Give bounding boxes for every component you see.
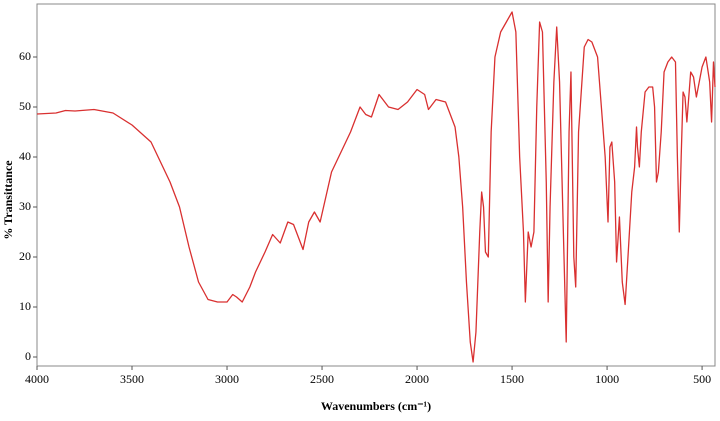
y-tick-label: 50	[19, 99, 31, 113]
spectrum-line	[36, 11, 716, 363]
x-tick-label: 500	[693, 372, 711, 386]
y-axis-title: % Transittance	[1, 160, 15, 240]
x-tick-label: 4000	[25, 372, 49, 386]
y-tick-label: 60	[19, 49, 31, 63]
x-tick-label: 2500	[310, 372, 334, 386]
plot-frame	[36, 3, 716, 367]
y-tick-label: 20	[19, 249, 31, 263]
x-tick-label: 3000	[215, 372, 239, 386]
y-tick-label: 10	[19, 299, 31, 313]
x-axis-title: Wavenumbers (cm⁻¹)	[321, 399, 431, 413]
y-tick-label: 40	[19, 149, 31, 163]
x-tick-label: 3500	[120, 372, 144, 386]
x-tick-label: 1500	[500, 372, 524, 386]
x-tick-label: 2000	[405, 372, 429, 386]
y-tick-label: 0	[25, 349, 31, 363]
y-tick-label: 30	[19, 199, 31, 213]
x-tick-label: 1000	[595, 372, 619, 386]
